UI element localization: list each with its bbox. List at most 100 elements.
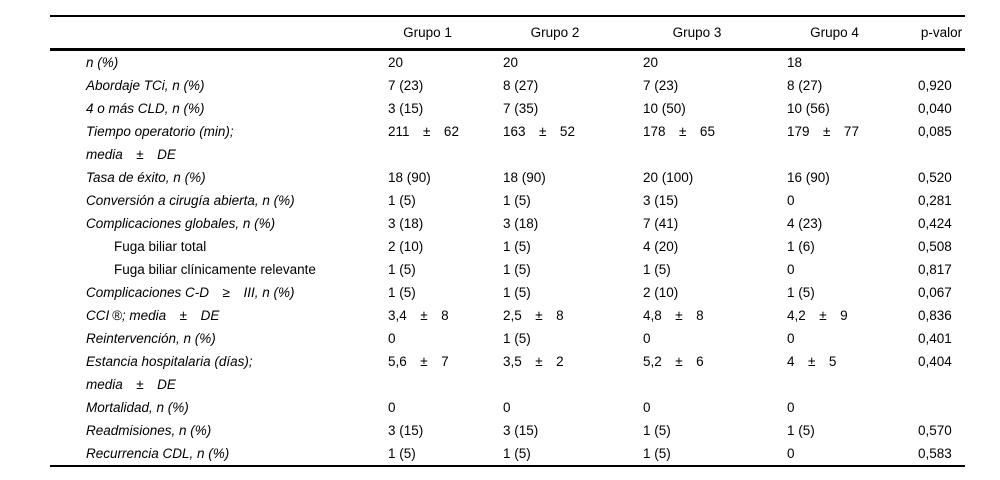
- row-label-line1: Abordaje TCi, n (%): [86, 78, 205, 93]
- row-label: Tiempo operatorio (min); media ± DE: [50, 120, 388, 166]
- cell-p-valor: 0,920: [918, 78, 952, 93]
- table-row: Complicaciones globales, n (%) 3 (18) 3 …: [50, 212, 965, 235]
- table-row: n (%) 20 20 20 18: [50, 51, 965, 74]
- cell-grupo-1: 0: [388, 400, 396, 415]
- cell-grupo-3: 178 ± 65: [643, 124, 715, 139]
- column-header-grupo-3: Grupo 3: [672, 25, 722, 40]
- cell-grupo-3: 7 (23): [643, 78, 679, 93]
- outcomes-table: Grupo 1 Grupo 2 Grupo 3 Grupo 4 p-valor …: [50, 15, 965, 467]
- cell-grupo-3: 10 (50): [643, 101, 686, 116]
- cell-grupo-3: 20 (100): [643, 170, 694, 185]
- cell-grupo-3: 1 (5): [643, 446, 671, 461]
- table-row: Estancia hospitalaria (días); media ± DE…: [50, 350, 965, 396]
- row-label: Estancia hospitalaria (días); media ± DE: [50, 350, 388, 396]
- cell-grupo-4: 0: [787, 193, 795, 208]
- cell-grupo-1: 3 (15): [388, 423, 424, 438]
- table-row: Mortalidad, n (%) 0 0 0 0: [50, 396, 965, 419]
- table-top-rule: [50, 15, 965, 17]
- cell-p-valor: 0,520: [918, 170, 952, 185]
- row-label-line2: media ± DE: [86, 377, 176, 392]
- table-header-row: Grupo 1 Grupo 2 Grupo 3 Grupo 4 p-valor: [50, 17, 965, 48]
- cell-grupo-4: 8 (27): [787, 78, 823, 93]
- row-label-line1: Reintervención, n (%): [86, 331, 216, 346]
- cell-grupo-1: 1 (5): [388, 446, 416, 461]
- cell-p-valor: 0,424: [918, 216, 952, 231]
- cell-grupo-3: 1 (5): [643, 423, 671, 438]
- table-row: 4 o más CLD, n (%) 3 (15) 7 (35) 10 (50)…: [50, 97, 965, 120]
- column-header-p-valor: p-valor: [920, 25, 963, 40]
- cell-grupo-4: 179 ± 77: [787, 124, 859, 139]
- cell-grupo-4: 1 (6): [787, 239, 815, 254]
- cell-grupo-3: 4,8 ± 8: [643, 308, 704, 323]
- row-label: Fuga biliar clínicamente relevante: [50, 258, 388, 281]
- cell-grupo-1: 3 (18): [388, 216, 424, 231]
- cell-grupo-3: 7 (41): [643, 216, 679, 231]
- row-label-line1: 4 o más CLD, n (%): [86, 101, 205, 116]
- row-label: Complicaciones globales, n (%): [50, 212, 388, 235]
- cell-grupo-3: 0: [643, 400, 651, 415]
- row-label: Tasa de éxito, n (%): [50, 166, 388, 189]
- cell-grupo-1: 2 (10): [388, 239, 424, 254]
- row-label: Abordaje TCi, n (%): [50, 74, 388, 97]
- row-label-line1: Tasa de éxito, n (%): [86, 170, 206, 185]
- table-bottom-rule: [50, 465, 965, 467]
- cell-grupo-4: 4 ± 5: [787, 354, 837, 369]
- row-label-line1: Complicaciones C-D ≥ III, n (%): [86, 285, 295, 300]
- cell-grupo-2: 3 (15): [503, 423, 539, 438]
- cell-grupo-2: 1 (5): [503, 285, 531, 300]
- cell-grupo-2: 1 (5): [503, 331, 531, 346]
- cell-grupo-2: 2,5 ± 8: [503, 308, 564, 323]
- row-label-line1: Fuga biliar total: [114, 239, 207, 254]
- cell-grupo-1: 1 (5): [388, 285, 416, 300]
- cell-p-valor: 0,085: [918, 124, 952, 139]
- cell-grupo-4: 4,2 ± 9: [787, 308, 848, 323]
- row-label-line1: Fuga biliar clínicamente relevante: [114, 262, 316, 277]
- table-row: Recurrencia CDL, n (%) 1 (5) 1 (5) 1 (5)…: [50, 442, 965, 465]
- cell-grupo-4: 0: [787, 262, 795, 277]
- cell-grupo-4: 0: [787, 331, 795, 346]
- row-label-line1: Estancia hospitalaria (días);: [86, 354, 253, 369]
- row-label: Complicaciones C-D ≥ III, n (%): [50, 281, 388, 304]
- cell-grupo-1: 20: [388, 55, 404, 70]
- row-label-line1: Complicaciones globales, n (%): [86, 216, 276, 231]
- cell-grupo-1: 211 ± 62: [388, 124, 459, 139]
- cell-p-valor: 0,583: [918, 446, 952, 461]
- cell-grupo-1: 3,4 ± 8: [388, 308, 449, 323]
- cell-grupo-4: 16 (90): [787, 170, 830, 185]
- row-label: 4 o más CLD, n (%): [50, 97, 388, 120]
- table-row: Abordaje TCi, n (%) 7 (23) 8 (27) 7 (23)…: [50, 74, 965, 97]
- cell-grupo-2: 18 (90): [503, 170, 546, 185]
- cell-p-valor: 0,836: [918, 308, 952, 323]
- cell-grupo-1: 5,6 ± 7: [388, 354, 449, 369]
- cell-grupo-1: 0: [388, 331, 396, 346]
- cell-grupo-4: 0: [787, 446, 795, 461]
- cell-grupo-1: 1 (5): [388, 193, 416, 208]
- table-row: CCI ®; media ± DE 3,4 ± 8 2,5 ± 8 4,8 ± …: [50, 304, 965, 327]
- cell-grupo-2: 1 (5): [503, 193, 531, 208]
- row-label: Conversión a cirugía abierta, n (%): [50, 189, 388, 212]
- row-label: Fuga biliar total: [50, 235, 388, 258]
- row-label-line1: Readmisiones, n (%): [86, 423, 212, 438]
- cell-grupo-4: 1 (5): [787, 423, 815, 438]
- row-label-line1: Conversión a cirugía abierta, n (%): [86, 193, 295, 208]
- column-header-grupo-2: Grupo 2: [530, 25, 580, 40]
- cell-grupo-4: 1 (5): [787, 285, 815, 300]
- cell-grupo-1: 1 (5): [388, 262, 416, 277]
- row-label: Mortalidad, n (%): [50, 396, 388, 419]
- cell-grupo-3: 4 (20): [643, 239, 679, 254]
- cell-grupo-1: 7 (23): [388, 78, 424, 93]
- column-header-grupo-4: Grupo 4: [810, 25, 859, 40]
- cell-grupo-4: 0: [787, 400, 795, 415]
- cell-grupo-2: 3 (18): [503, 216, 539, 231]
- table-row: Readmisiones, n (%) 3 (15) 3 (15) 1 (5) …: [50, 419, 965, 442]
- row-label-line1: n (%): [86, 55, 119, 70]
- cell-grupo-3: 20: [643, 55, 659, 70]
- cell-grupo-1: 3 (15): [388, 101, 424, 116]
- cell-p-valor: 0,570: [918, 423, 952, 438]
- table-row: Fuga biliar clínicamente relevante 1 (5)…: [50, 258, 965, 281]
- table-row: Tasa de éxito, n (%) 18 (90) 18 (90) 20 …: [50, 166, 965, 189]
- row-label: Reintervención, n (%): [50, 327, 388, 350]
- cell-grupo-3: 2 (10): [643, 285, 679, 300]
- cell-grupo-1: 18 (90): [388, 170, 431, 185]
